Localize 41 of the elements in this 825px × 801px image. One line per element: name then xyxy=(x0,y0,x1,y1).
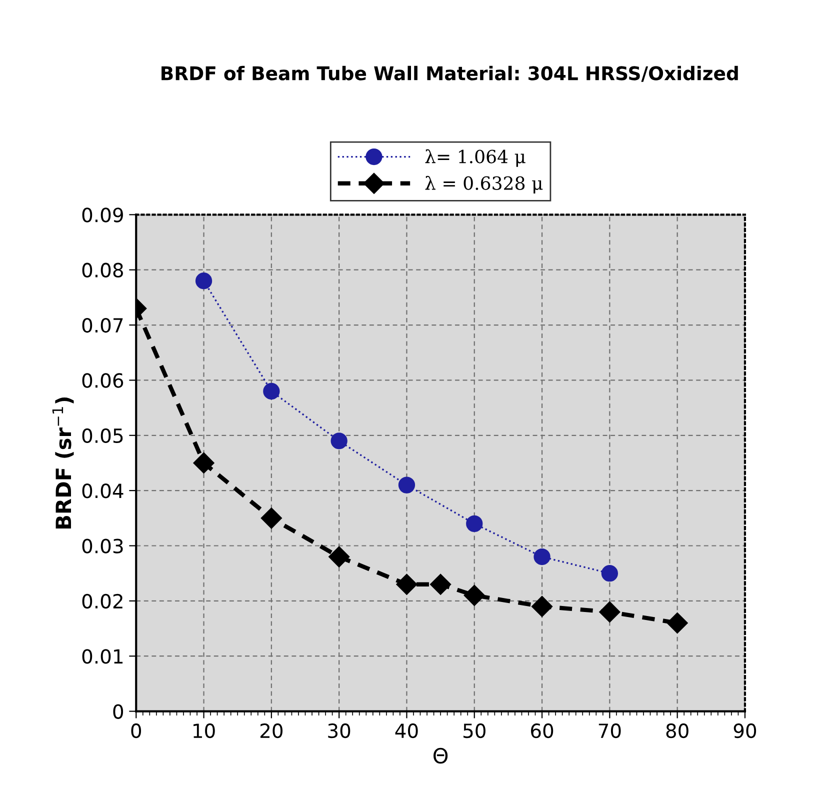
point xyxy=(601,565,618,582)
point xyxy=(263,382,280,400)
x-tick-label: 10 xyxy=(194,723,215,738)
y-tick-label: 0.08 xyxy=(82,262,123,278)
point xyxy=(534,548,550,566)
legend-label: λ = 0.6328 μ xyxy=(425,176,543,194)
x-tick-label: 80 xyxy=(666,723,688,738)
x-tick-label: 90 xyxy=(734,723,756,738)
point xyxy=(599,601,620,622)
y-tick-label: 0.05 xyxy=(82,428,123,444)
y-tick-label: 0.09 xyxy=(82,208,123,222)
x-tick-label: 0 xyxy=(131,723,142,738)
y-tick-label: 0.03 xyxy=(82,538,123,554)
y-tick-label: 0.01 xyxy=(82,649,123,664)
y-tick-label: 0.02 xyxy=(82,594,122,609)
point xyxy=(195,272,212,290)
y-tick-label: 0.07 xyxy=(82,318,123,333)
x-tick-label: 30 xyxy=(328,723,350,738)
legend-label: λ= 1.064 μ xyxy=(425,149,526,167)
y-tick-label: 0 xyxy=(113,704,124,719)
point xyxy=(396,574,418,595)
x-tick-label: 20 xyxy=(260,723,283,738)
point xyxy=(464,584,485,606)
y-tick-label: 0.06 xyxy=(82,373,124,388)
point xyxy=(666,612,688,634)
point xyxy=(260,508,282,529)
x-tick-label: 50 xyxy=(464,723,486,738)
x-tick-label: 60 xyxy=(531,723,554,738)
x-axis-title: Θ xyxy=(434,748,448,764)
x-tick-label: 40 xyxy=(395,723,418,738)
point xyxy=(330,432,348,450)
point xyxy=(398,476,416,494)
y-tick-label: 0.04 xyxy=(82,484,124,498)
point xyxy=(430,574,452,595)
chart-title: BRDF of Beam Tube Wall Material: 304L HRSS/Oxidized xyxy=(162,66,738,82)
point xyxy=(328,546,350,568)
y-axis-title: BRDF (sr$^{−1}$) xyxy=(52,397,74,528)
x-tick-label: 70 xyxy=(598,723,621,738)
point xyxy=(193,452,214,474)
point xyxy=(466,515,483,532)
point xyxy=(532,596,553,617)
